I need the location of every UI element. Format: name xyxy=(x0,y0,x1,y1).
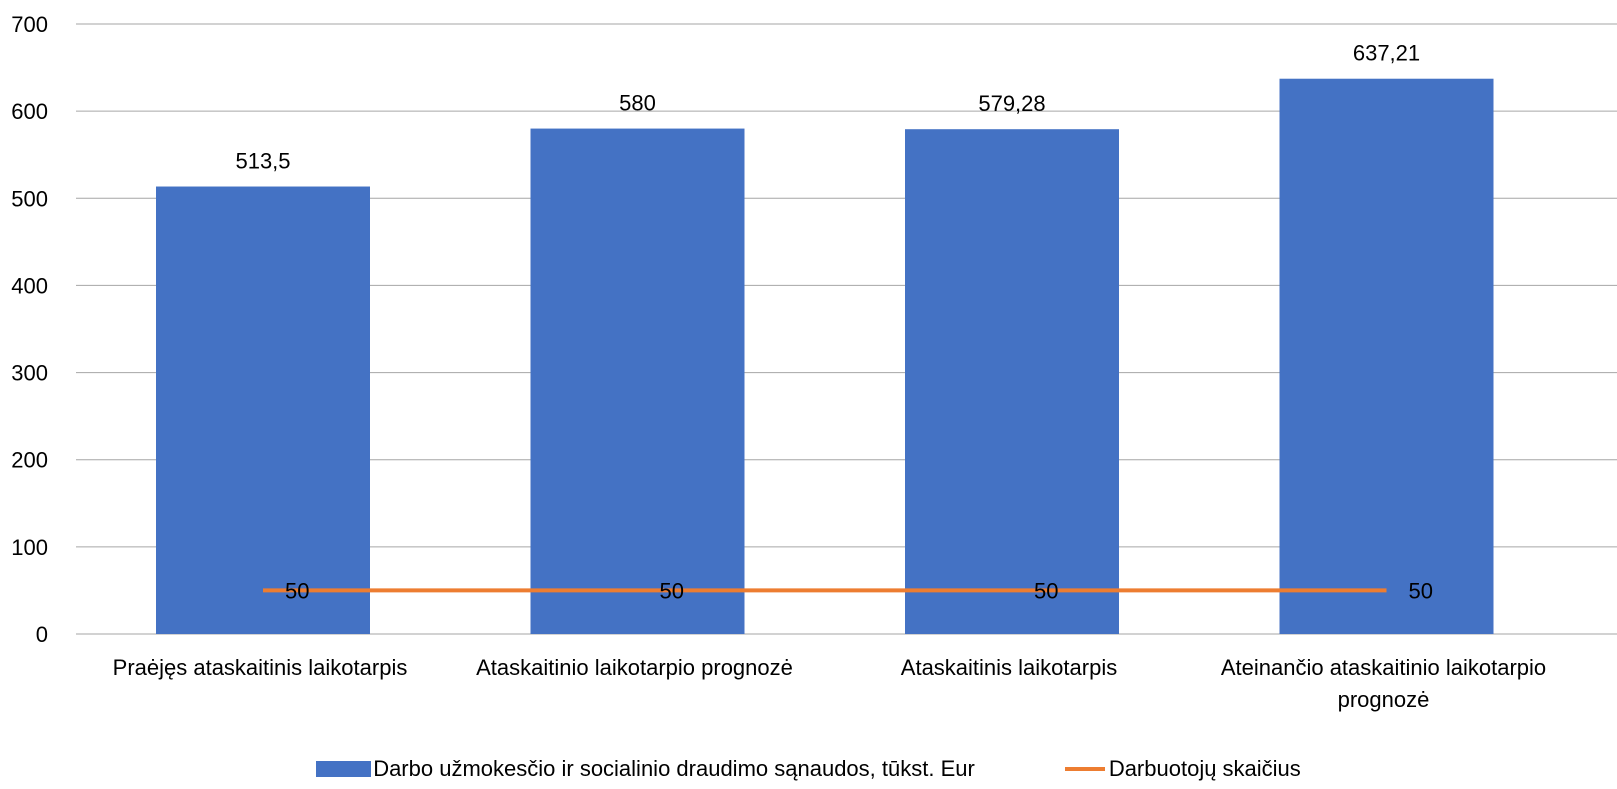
y-tick-label: 700 xyxy=(11,12,48,37)
x-category-label: Praėjęs ataskaitinis laikotarpis xyxy=(113,655,408,680)
y-tick-label: 500 xyxy=(11,186,48,211)
bar-data-label: 513,5 xyxy=(235,149,290,174)
bar xyxy=(1279,78,1494,635)
x-category-label: Ateinančio ataskaitinio laikotarpio xyxy=(1221,655,1546,680)
y-tick-label: 600 xyxy=(11,99,48,124)
bar-series: 513,5 580 579,28 637,21 xyxy=(156,41,1494,635)
y-tick-label: 200 xyxy=(11,448,48,473)
bar xyxy=(905,129,1119,634)
y-tick-label: 300 xyxy=(11,361,48,386)
x-category-label: Ataskaitinio laikotarpio prognozė xyxy=(476,655,793,680)
line-data-label: 50 xyxy=(1409,578,1433,603)
legend-item-line-series: Darbuotojų skaičius xyxy=(1064,752,1301,786)
legend: Darbo užmokesčio ir socialinio draudimo … xyxy=(0,752,1617,786)
x-category-label: Ataskaitinis laikotarpis xyxy=(901,655,1117,680)
legend-swatch-line xyxy=(1064,767,1105,771)
line-data-label: 50 xyxy=(285,578,309,603)
y-axis-ticks: 0 100 200 300 400 500 600 700 xyxy=(11,12,48,647)
bar-data-label: 580 xyxy=(619,91,656,116)
x-axis-categories: Praėjęs ataskaitinis laikotarpis Ataskait… xyxy=(113,655,1547,712)
y-tick-label: 400 xyxy=(11,273,48,298)
bar-data-label: 637,21 xyxy=(1353,41,1420,66)
line-data-label: 50 xyxy=(1034,578,1058,603)
bar-data-label: 579,28 xyxy=(978,91,1045,116)
bar xyxy=(156,186,370,634)
line-series: 50 50 50 50 xyxy=(263,578,1433,603)
combo-chart: 0 100 200 300 400 500 600 700 513,5 580 579,28 637… xyxy=(11,12,1617,712)
y-tick-label: 100 xyxy=(11,535,48,560)
line-data-label: 50 xyxy=(660,578,684,603)
legend-item-bar-series: Darbo užmokesčio ir socialinio draudimo … xyxy=(316,752,975,786)
legend-label-line-series: Darbuotojų skaičius xyxy=(1108,756,1301,781)
legend-label-bar-series: Darbo užmokesčio ir socialinio draudimo … xyxy=(373,756,975,781)
y-tick-label: 0 xyxy=(36,622,48,647)
x-category-label: prognozė xyxy=(1338,687,1430,712)
legend-swatch-bar xyxy=(316,761,372,777)
bar xyxy=(530,128,745,635)
